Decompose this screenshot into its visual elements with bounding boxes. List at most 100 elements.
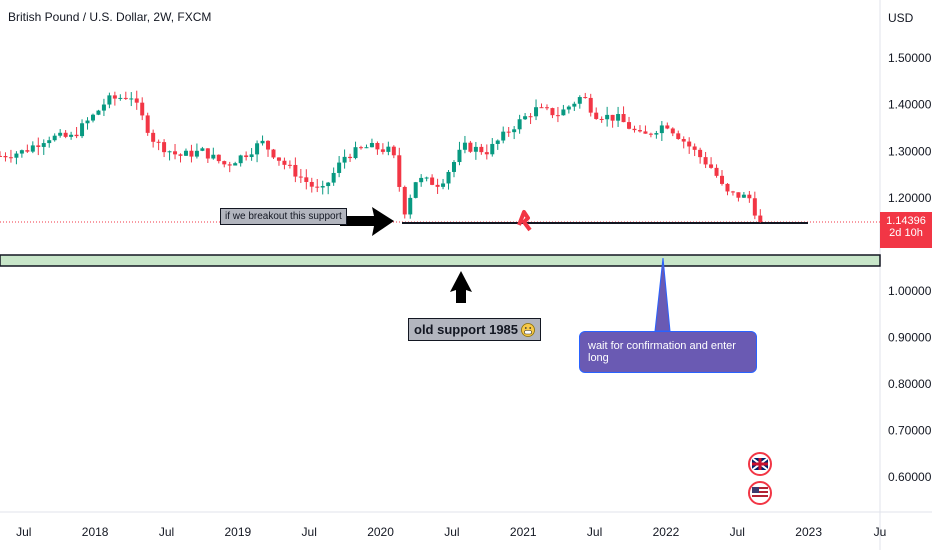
candle[interactable] xyxy=(315,179,320,193)
candle[interactable] xyxy=(123,91,128,100)
candle[interactable] xyxy=(112,91,117,106)
candle[interactable] xyxy=(616,106,621,127)
candle[interactable] xyxy=(96,109,101,116)
candle[interactable] xyxy=(627,116,632,130)
candle[interactable] xyxy=(528,113,533,125)
candle[interactable] xyxy=(687,137,692,154)
candle[interactable] xyxy=(320,180,325,195)
candle[interactable] xyxy=(698,147,703,164)
candle[interactable] xyxy=(588,93,593,117)
candle[interactable] xyxy=(249,148,254,161)
candle[interactable] xyxy=(63,130,68,139)
candle[interactable] xyxy=(501,126,506,144)
candle[interactable] xyxy=(730,190,735,196)
candle[interactable] xyxy=(107,92,112,109)
candle[interactable] xyxy=(244,151,249,161)
candle[interactable] xyxy=(479,143,484,155)
entry-note[interactable]: wait for confirmation and enter long xyxy=(579,331,757,373)
candle[interactable] xyxy=(752,191,757,220)
candle[interactable] xyxy=(80,119,85,139)
candle[interactable] xyxy=(539,103,544,109)
candle[interactable] xyxy=(676,130,681,140)
candle[interactable] xyxy=(178,153,183,163)
candle[interactable] xyxy=(659,121,664,141)
candle[interactable] xyxy=(555,106,560,123)
candle[interactable] xyxy=(156,139,161,151)
candle[interactable] xyxy=(162,139,167,158)
candle[interactable] xyxy=(140,97,145,121)
candle[interactable] xyxy=(211,147,216,160)
candle[interactable] xyxy=(222,160,227,168)
candle[interactable] xyxy=(69,131,74,140)
candle[interactable] xyxy=(457,141,462,166)
candle[interactable] xyxy=(408,194,413,219)
candle[interactable] xyxy=(654,130,659,139)
candle[interactable] xyxy=(621,106,626,123)
candle[interactable] xyxy=(419,174,424,187)
candle[interactable] xyxy=(758,209,763,223)
candle[interactable] xyxy=(309,177,314,193)
candle[interactable] xyxy=(736,192,741,202)
candle[interactable] xyxy=(30,141,35,154)
candle[interactable] xyxy=(52,133,57,142)
candle[interactable] xyxy=(348,153,353,162)
candle[interactable] xyxy=(189,144,194,163)
candle[interactable] xyxy=(255,140,260,163)
candle[interactable] xyxy=(326,181,331,195)
candle[interactable] xyxy=(605,106,610,127)
candle[interactable] xyxy=(101,98,106,117)
candle[interactable] xyxy=(36,137,41,156)
candle[interactable] xyxy=(610,114,615,128)
candle[interactable] xyxy=(3,152,8,162)
candle[interactable] xyxy=(85,117,90,130)
candle[interactable] xyxy=(577,95,582,109)
candle[interactable] xyxy=(665,122,670,130)
candle[interactable] xyxy=(90,113,95,123)
candle[interactable] xyxy=(637,125,642,133)
candle[interactable] xyxy=(714,164,719,178)
candle[interactable] xyxy=(74,127,79,139)
current-price-badge[interactable]: 1.14396 2d 10h xyxy=(880,212,932,248)
candle[interactable] xyxy=(369,138,374,148)
candle[interactable] xyxy=(271,148,276,160)
candle[interactable] xyxy=(134,90,139,110)
candle[interactable] xyxy=(506,126,511,137)
candle[interactable] xyxy=(260,135,265,146)
candle[interactable] xyxy=(287,160,292,169)
candle[interactable] xyxy=(495,139,500,150)
candle[interactable] xyxy=(216,154,221,164)
candle[interactable] xyxy=(451,160,456,178)
candle[interactable] xyxy=(391,145,396,159)
candle[interactable] xyxy=(424,176,429,182)
candle[interactable] xyxy=(375,141,380,155)
candle[interactable] xyxy=(402,185,407,219)
candle[interactable] xyxy=(397,147,402,192)
old-support-zone[interactable] xyxy=(0,254,881,267)
candle[interactable] xyxy=(200,146,205,152)
candle[interactable] xyxy=(681,136,686,149)
candle[interactable] xyxy=(129,92,134,107)
candle[interactable] xyxy=(725,183,730,196)
candle[interactable] xyxy=(692,143,697,157)
candle[interactable] xyxy=(227,161,232,173)
candle[interactable] xyxy=(337,156,342,178)
candle[interactable] xyxy=(572,101,577,111)
candle[interactable] xyxy=(118,94,123,101)
candle[interactable] xyxy=(364,144,369,149)
candle[interactable] xyxy=(441,178,446,190)
candle[interactable] xyxy=(583,92,588,99)
breakout-note[interactable]: if we breakout this support xyxy=(220,208,347,225)
candle[interactable] xyxy=(380,143,385,155)
candle[interactable] xyxy=(233,161,238,166)
candle[interactable] xyxy=(523,112,528,120)
candle[interactable] xyxy=(534,99,539,121)
candle[interactable] xyxy=(490,138,495,157)
candle[interactable] xyxy=(47,136,52,148)
candle[interactable] xyxy=(8,149,13,163)
candle[interactable] xyxy=(430,174,435,186)
candle[interactable] xyxy=(276,157,281,166)
candle[interactable] xyxy=(703,151,708,169)
candle[interactable] xyxy=(709,157,714,169)
candle[interactable] xyxy=(566,105,571,114)
